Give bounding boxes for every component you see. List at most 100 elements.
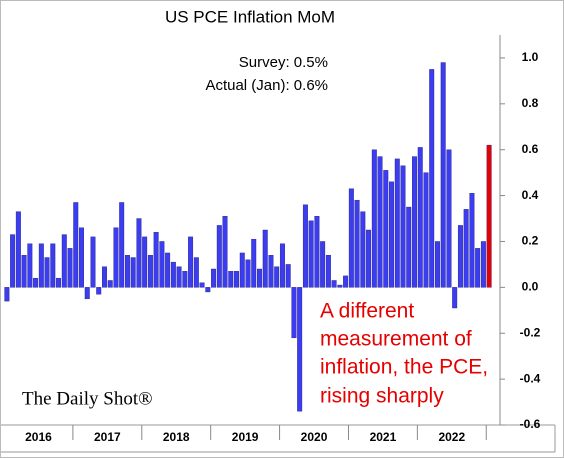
y-tick-label: 0.8 xyxy=(522,96,539,110)
bar xyxy=(228,271,234,288)
bar xyxy=(176,266,182,288)
bar xyxy=(262,229,268,288)
y-tick-label: -0.4 xyxy=(520,371,541,385)
y-tick-label: -0.6 xyxy=(520,417,541,431)
bar xyxy=(480,241,486,288)
bar xyxy=(377,156,383,288)
bar xyxy=(337,284,343,288)
bar xyxy=(486,144,492,288)
bar xyxy=(67,248,73,288)
x-tick-label: 2018 xyxy=(163,430,190,444)
bar xyxy=(354,199,360,288)
y-tick-label: 1.0 xyxy=(522,50,539,64)
bar xyxy=(257,268,262,288)
bar xyxy=(429,69,435,288)
bar xyxy=(383,170,389,288)
bar xyxy=(394,158,400,288)
bar xyxy=(331,280,337,288)
bar xyxy=(38,243,44,288)
bar xyxy=(279,243,285,288)
y-tick-label: -0.2 xyxy=(520,325,541,339)
note: measurement of xyxy=(320,328,472,351)
bar xyxy=(15,211,21,288)
bar xyxy=(268,255,274,288)
bar xyxy=(199,282,205,288)
bar xyxy=(79,227,84,288)
bar xyxy=(182,271,188,288)
bar xyxy=(343,275,349,288)
bar xyxy=(33,277,39,288)
bar xyxy=(188,236,194,288)
bar xyxy=(463,209,469,288)
bar xyxy=(360,211,366,288)
bar xyxy=(297,287,303,412)
bar xyxy=(348,188,354,288)
bar xyxy=(446,149,452,288)
bar xyxy=(142,236,148,288)
bar xyxy=(10,234,16,288)
bar xyxy=(50,243,56,288)
bar xyxy=(165,252,171,288)
bar xyxy=(107,280,113,288)
bar xyxy=(285,264,291,288)
x-tick-label: 2022 xyxy=(438,430,465,444)
bar xyxy=(4,287,10,302)
bar xyxy=(73,202,79,288)
annotation: Survey: 0.5% xyxy=(239,54,328,71)
bar xyxy=(400,165,406,288)
bar xyxy=(147,255,153,288)
bar xyxy=(96,287,102,295)
x-tick-label: 2020 xyxy=(301,430,328,444)
bar xyxy=(56,277,62,288)
x-tick-label: 2017 xyxy=(94,430,121,444)
bar xyxy=(366,229,372,288)
bar xyxy=(136,218,142,288)
bar xyxy=(159,241,165,288)
bar xyxy=(371,149,377,288)
bar xyxy=(101,266,107,288)
bar xyxy=(452,287,458,309)
bar xyxy=(475,248,481,288)
y-tick-label: 0.2 xyxy=(522,234,539,248)
bar xyxy=(124,255,130,288)
bar xyxy=(434,241,440,288)
bar xyxy=(90,236,96,288)
bar xyxy=(406,206,412,288)
note: inflation, the PCE, xyxy=(320,356,488,379)
bar xyxy=(274,266,280,288)
bar xyxy=(320,241,326,288)
bar xyxy=(205,287,211,293)
y-tick-label: 0.0 xyxy=(522,280,539,294)
bar xyxy=(61,234,67,288)
bar xyxy=(84,287,90,300)
bar xyxy=(216,225,222,288)
bar xyxy=(234,271,239,288)
x-tick-label: 2019 xyxy=(232,430,259,444)
note: A different xyxy=(320,300,414,323)
x-tick-label: 2021 xyxy=(370,430,397,444)
bar xyxy=(412,156,417,288)
bar xyxy=(389,181,394,288)
x-tick-label: 2016 xyxy=(25,430,52,444)
note: rising sharply xyxy=(320,385,444,408)
bar xyxy=(251,238,257,288)
bar xyxy=(440,62,446,288)
bar xyxy=(457,225,463,288)
chart-title: US PCE Inflation MoM xyxy=(165,7,335,26)
source: The Daily Shot® xyxy=(22,388,153,409)
bar xyxy=(245,259,251,288)
bar xyxy=(193,257,199,288)
bar xyxy=(423,172,429,288)
bar xyxy=(21,255,27,288)
y-tick-label: 0.6 xyxy=(522,142,539,156)
bar xyxy=(308,220,314,288)
bar xyxy=(170,261,176,288)
bar xyxy=(44,257,50,288)
bar xyxy=(291,287,297,339)
bar xyxy=(239,252,245,288)
bar xyxy=(302,204,308,288)
bar xyxy=(119,202,125,288)
bar xyxy=(314,216,320,288)
bar xyxy=(211,268,217,288)
